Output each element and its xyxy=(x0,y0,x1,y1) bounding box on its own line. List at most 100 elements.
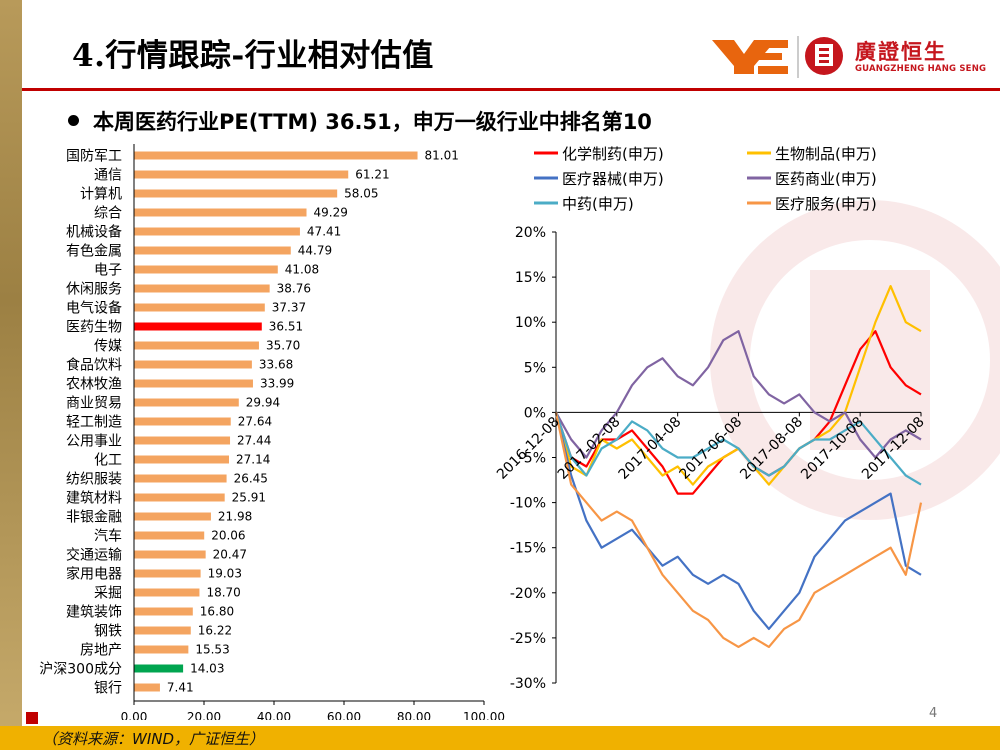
category-label: 食品饮料 xyxy=(66,357,122,374)
category-label: 建筑装饰 xyxy=(66,605,122,621)
bar xyxy=(134,379,253,388)
legend-label: 医疗服务(申万) xyxy=(775,195,877,213)
bar xyxy=(134,398,239,407)
value-label: 19.03 xyxy=(208,567,242,581)
value-label: 27.14 xyxy=(236,453,270,467)
bar xyxy=(134,550,206,559)
y-tick-label: 20% xyxy=(515,225,546,241)
category-label: 交通运输 xyxy=(66,547,122,564)
bar xyxy=(134,683,160,692)
page-number: 4 xyxy=(929,706,938,721)
bar xyxy=(134,189,338,198)
series-line xyxy=(554,285,922,486)
value-label: 81.01 xyxy=(425,149,459,163)
y-tick-label: -10% xyxy=(510,496,546,512)
value-label: 27.64 xyxy=(238,415,272,429)
legend-label: 生物制品(申万) xyxy=(775,145,877,163)
y-tick-label: -15% xyxy=(510,541,546,557)
category-label: 轻工制造 xyxy=(66,415,122,431)
value-label: 16.22 xyxy=(198,624,232,638)
legend-label: 医疗器械(申万) xyxy=(562,170,664,188)
value-label: 26.45 xyxy=(234,472,268,486)
bar xyxy=(134,151,418,160)
bar xyxy=(134,417,231,426)
value-label: 14.03 xyxy=(190,662,224,676)
category-label: 钢铁 xyxy=(94,624,122,640)
category-label: 医药生物 xyxy=(66,320,122,336)
bar xyxy=(134,265,278,274)
y-tick-label: -20% xyxy=(510,586,546,602)
x-tick-label: 40.00 xyxy=(257,710,291,720)
x-tick-label: 100.00 xyxy=(463,710,505,720)
footer-bar xyxy=(0,726,1000,750)
category-label: 有色金属 xyxy=(66,243,122,260)
page-title: 4.行情跟踪-行业相对估值 xyxy=(72,38,434,74)
y-tick-label: 0% xyxy=(524,405,546,421)
bar xyxy=(134,322,262,331)
x-tick-label: 2017-08-08 xyxy=(737,414,806,483)
category-label: 公用事业 xyxy=(66,434,122,450)
category-label: 休闲服务 xyxy=(66,282,122,298)
value-label: 27.44 xyxy=(237,434,271,448)
bar xyxy=(134,664,184,673)
bar xyxy=(134,455,229,464)
pharma-subsector-line-chart: 化学制药(申万) 生物制品(申万) 医疗器械(申万) 医药商业(申万) 中药(申万) 医疗… xyxy=(494,145,928,692)
logo-chinese-name: 廣證恒生 xyxy=(855,40,947,64)
bullet-dot-icon xyxy=(68,115,79,126)
category-label: 计算机 xyxy=(80,187,122,203)
bar xyxy=(134,341,259,350)
value-label: 61.21 xyxy=(355,168,389,182)
bar xyxy=(134,626,191,635)
series-line xyxy=(554,412,922,630)
title-divider xyxy=(22,88,1000,91)
left-decorative-bar xyxy=(0,0,22,750)
summary-bullet: 本周医药行业PE(TTM) 36.51，申万一级行业中排名第10 xyxy=(68,106,652,136)
bar xyxy=(134,512,211,521)
category-label: 家用电器 xyxy=(66,566,122,583)
value-label: 15.53 xyxy=(195,643,229,657)
y-tick-label: 10% xyxy=(515,315,546,331)
category-label: 纺织服装 xyxy=(66,472,122,488)
category-label: 银行 xyxy=(94,681,122,697)
footer-red-square xyxy=(26,712,38,724)
bar xyxy=(134,645,189,654)
y-tick-label: -5% xyxy=(519,451,546,467)
bar xyxy=(134,208,307,217)
legend-label: 医药商业(申万) xyxy=(775,170,877,188)
value-label: 41.08 xyxy=(285,263,319,277)
bar xyxy=(134,474,227,483)
value-label: 18.70 xyxy=(206,586,240,600)
bar xyxy=(134,303,265,312)
value-label: 49.29 xyxy=(314,206,348,220)
bar xyxy=(134,493,225,502)
value-label: 36.51 xyxy=(269,320,303,334)
bar xyxy=(134,531,205,540)
value-label: 20.47 xyxy=(213,548,247,562)
value-label: 44.79 xyxy=(298,244,332,258)
category-label: 采掘 xyxy=(94,586,122,602)
category-label: 化工 xyxy=(94,453,122,469)
bar xyxy=(134,607,193,616)
y-tick-label: -30% xyxy=(510,676,546,692)
bar xyxy=(134,227,300,236)
category-label: 国防军工 xyxy=(66,149,122,165)
value-label: 33.68 xyxy=(259,358,293,372)
x-tick-label: 20.00 xyxy=(187,710,221,720)
y-tick-label: 15% xyxy=(515,270,546,286)
category-label: 建筑材料 xyxy=(66,491,122,507)
summary-text: 本周医药行业PE(TTM) 36.51，申万一级行业中排名第10 xyxy=(93,110,652,134)
category-label: 电子 xyxy=(94,263,122,279)
y-tick-label: -25% xyxy=(510,631,546,647)
x-tick-label: 2017-12-08 xyxy=(859,414,928,483)
value-label: 58.05 xyxy=(344,187,378,201)
value-label: 16.80 xyxy=(200,605,234,619)
category-label: 综合 xyxy=(94,206,122,222)
legend-label: 化学制药(申万) xyxy=(562,145,664,163)
category-label: 机械设备 xyxy=(66,224,122,241)
value-label: 29.94 xyxy=(246,396,280,410)
industry-pe-bar-chart: 国防军工 81.01 通信 61.21 计算机 58.05 综合 49.29 机械设备 47.41… xyxy=(39,144,505,720)
value-label: 25.91 xyxy=(232,491,266,505)
bar xyxy=(134,170,349,179)
company-logo: 廣證恒生 GUANGZHENG HANG SENG xyxy=(712,30,986,82)
bar xyxy=(134,569,201,578)
